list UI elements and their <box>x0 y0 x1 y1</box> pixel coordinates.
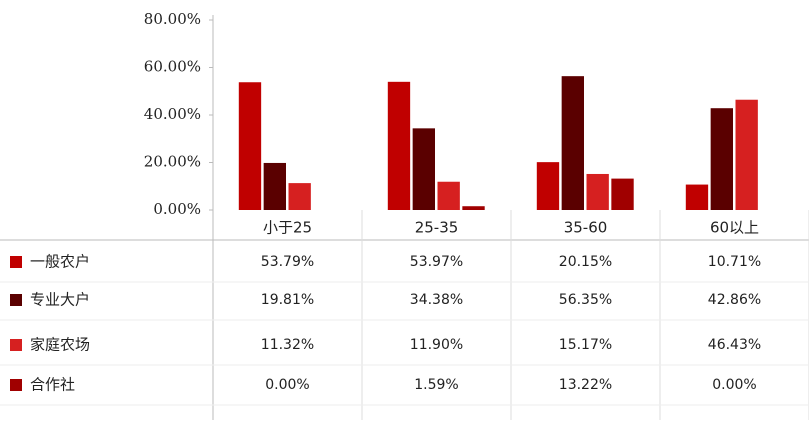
y-tick-label: 80.00% <box>144 10 201 28</box>
x-tick-label: 小于25 <box>263 219 312 237</box>
value-label: 46.43% <box>708 337 761 353</box>
value-label: 42.86% <box>708 292 761 308</box>
y-tick-label: 20.00% <box>144 153 201 171</box>
bar <box>586 173 609 210</box>
bar <box>412 128 435 210</box>
bar <box>462 206 485 210</box>
bar <box>561 76 584 210</box>
y-tick-label: 60.00% <box>144 58 201 76</box>
value-label: 53.97% <box>410 254 463 270</box>
value-label: 34.38% <box>410 292 463 308</box>
bar <box>735 99 758 210</box>
value-label: 10.71% <box>708 254 761 270</box>
value-label: 15.17% <box>559 337 612 353</box>
bar <box>437 181 460 210</box>
value-label: 11.90% <box>410 337 463 353</box>
value-label: 11.32% <box>261 337 314 353</box>
legend-swatch <box>10 339 22 351</box>
row-header: 一般农户 <box>30 253 90 271</box>
row-header: 合作社 <box>30 376 75 394</box>
row-header: 专业大户 <box>30 291 90 309</box>
row-header: 家庭农场 <box>30 336 90 354</box>
value-label: 20.15% <box>559 254 612 270</box>
x-tick-label: 35-60 <box>564 219 608 237</box>
legend-swatch <box>10 379 22 391</box>
value-label: 13.22% <box>559 377 612 393</box>
y-tick-label: 40.00% <box>144 105 201 123</box>
bar <box>288 183 311 210</box>
bar <box>263 162 286 210</box>
y-tick-label: 0.00% <box>153 200 201 218</box>
bar <box>685 184 709 210</box>
legend-swatch <box>10 256 22 268</box>
bar <box>536 162 560 210</box>
x-tick-label: 60以上 <box>710 219 759 237</box>
value-label: 1.59% <box>414 377 458 393</box>
value-label: 56.35% <box>559 292 612 308</box>
bar <box>238 82 262 210</box>
bar <box>710 108 733 210</box>
legend-swatch <box>10 294 22 306</box>
x-tick-label: 25-35 <box>415 219 459 237</box>
value-label: 0.00% <box>712 377 756 393</box>
value-label: 0.00% <box>265 377 309 393</box>
value-label: 19.81% <box>261 292 314 308</box>
bar <box>387 81 411 210</box>
value-label: 53.79% <box>261 254 314 270</box>
bar <box>611 178 634 210</box>
